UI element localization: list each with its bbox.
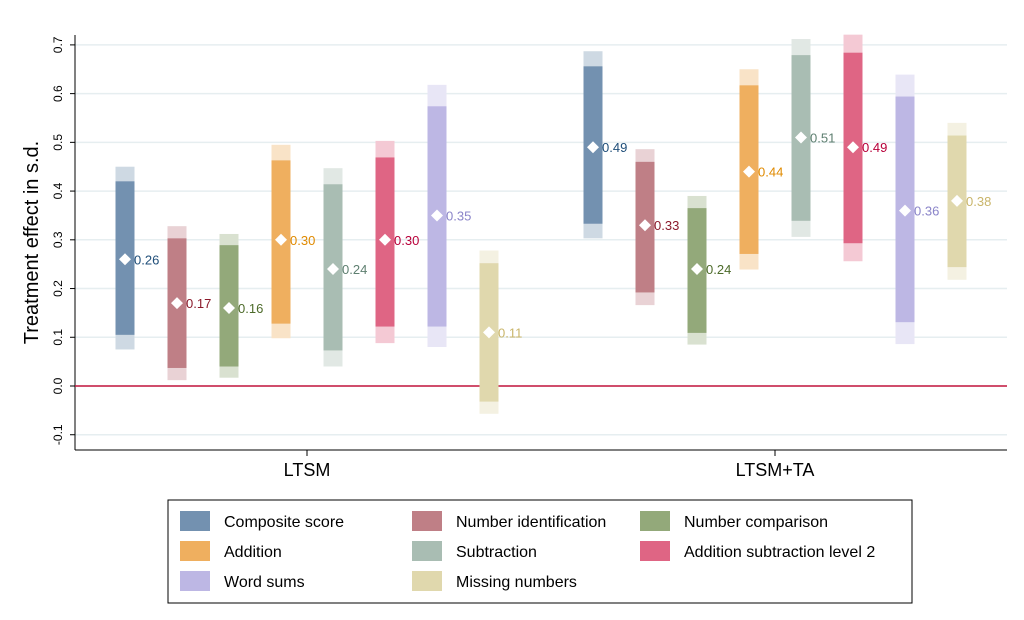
legend-label: Addition <box>224 544 282 561</box>
data-label: 0.26 <box>134 252 159 267</box>
point-estimate-marker <box>171 297 183 310</box>
legend-swatch <box>640 541 670 561</box>
data-label: 0.30 <box>394 233 419 248</box>
data-label: 0.49 <box>862 140 887 155</box>
point-estimate-marker <box>327 263 339 276</box>
data-label: 0.35 <box>446 208 471 223</box>
legend-swatch <box>412 541 442 561</box>
legend <box>167 499 913 604</box>
data-label: 0.24 <box>706 262 731 277</box>
y-tick-label: 0.5 <box>51 134 65 151</box>
legend-label: Number identification <box>456 514 606 531</box>
point-estimate-marker <box>431 209 443 222</box>
data-label: 0.30 <box>290 233 315 248</box>
y-tick-label: 0.3 <box>51 231 65 248</box>
x-tick-label: LTSM+TA <box>736 460 815 480</box>
legend-label: Composite score <box>224 514 344 531</box>
point-estimate-marker <box>379 233 391 246</box>
data-label: 0.16 <box>238 301 263 316</box>
point-estimate-marker <box>899 204 911 217</box>
legend-label: Addition subtraction level 2 <box>684 544 875 561</box>
y-tick-label: 0.0 <box>51 377 65 394</box>
legend-label: Missing numbers <box>456 574 577 591</box>
point-estimate-marker <box>795 131 807 144</box>
data-label: 0.49 <box>602 140 627 155</box>
y-tick-label: 0.7 <box>51 36 65 53</box>
point-estimate-marker <box>951 194 963 207</box>
y-tick-label: 0.4 <box>51 182 65 199</box>
point-estimate-marker <box>587 141 599 154</box>
data-label: 0.24 <box>342 262 367 277</box>
point-estimate-marker <box>743 165 755 178</box>
legend-label: Word sums <box>224 574 305 591</box>
point-estimate-marker <box>275 233 287 246</box>
legend-swatch <box>640 511 670 531</box>
point-estimate-marker <box>847 141 859 154</box>
y-tick-label: 0.6 <box>51 85 65 102</box>
legend-swatch <box>180 541 210 561</box>
data-label: 0.51 <box>810 130 835 145</box>
data-label: 0.11 <box>498 325 522 340</box>
data-label: 0.17 <box>186 296 211 311</box>
data-label: 0.38 <box>966 194 991 209</box>
y-tick-label: -0.1 <box>51 424 65 445</box>
data-label: 0.44 <box>758 165 783 180</box>
legend-swatch <box>180 511 210 531</box>
x-tick-label: LTSM <box>284 460 331 480</box>
y-tick-label: 0.1 <box>51 329 65 346</box>
legend-swatch <box>412 571 442 591</box>
data-label: 0.36 <box>914 204 939 219</box>
y-axis-title: Treatment effect in s.d. <box>21 141 43 344</box>
y-tick-label: 0.2 <box>51 280 65 297</box>
data-label: 0.33 <box>654 218 679 233</box>
point-estimate-marker <box>483 326 495 339</box>
point-estimate-marker <box>119 253 131 266</box>
point-estimate-marker <box>691 263 703 276</box>
legend-swatch <box>412 511 442 531</box>
legend-label: Subtraction <box>456 544 537 561</box>
point-estimate-marker <box>639 219 651 232</box>
point-estimate-marker <box>223 302 235 315</box>
legend-label: Number comparison <box>684 514 828 531</box>
legend-swatch <box>180 571 210 591</box>
